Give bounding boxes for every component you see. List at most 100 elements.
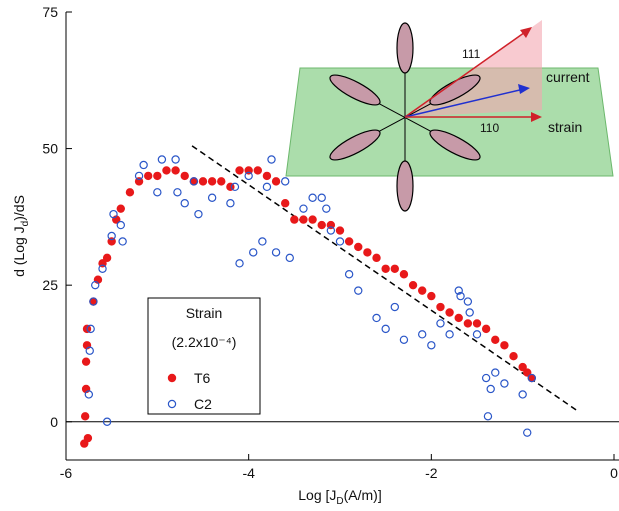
x-tick-label: -6 [60,465,73,481]
point [80,412,90,421]
legend-marker [167,399,177,409]
y-axis-label: d (Log Jd)/dS [11,195,31,277]
point [171,166,180,175]
point [326,226,336,235]
point [418,330,427,339]
point [491,335,500,345]
point [335,237,345,246]
point [116,204,126,213]
point [486,384,495,394]
point [91,280,100,290]
point [436,302,445,312]
point [125,188,135,197]
point [109,209,118,219]
point [281,199,290,208]
point [472,319,482,328]
point [271,177,281,186]
point [84,390,94,399]
label-part: (A/m)] [344,487,382,503]
inset-label: 110 [480,121,499,135]
legend-label: T6 [194,370,211,386]
point [271,248,281,257]
point [262,182,272,192]
point [463,297,473,306]
point [354,242,363,252]
point [427,291,436,301]
point [322,204,331,213]
point [207,177,217,186]
point [253,166,262,175]
legend-label: C2 [194,396,212,412]
point [102,417,112,426]
y-tick-label: 0 [50,414,58,430]
point [102,253,112,263]
point [344,237,354,246]
point [436,319,445,328]
point [134,171,144,181]
point [86,324,95,334]
legend-title: Strain [186,305,223,321]
point [180,199,189,208]
point [299,204,308,213]
point [207,193,217,202]
point [481,324,491,334]
point [390,264,399,273]
point [83,433,93,443]
point [454,286,463,295]
point [523,428,532,437]
point [89,297,98,306]
point [317,193,326,202]
legend-box [147,297,261,415]
point [180,171,189,181]
point [465,308,474,317]
point [235,259,244,268]
point [153,171,162,181]
label-part: Log [J [298,487,336,503]
point [173,188,182,197]
point [230,182,240,192]
point [456,291,465,301]
point [354,286,363,295]
point [258,237,267,246]
label-part: )/dS [11,195,27,221]
point [335,226,345,235]
point [418,286,427,295]
x-axis-label: Log [JD(A/m)] [298,487,381,507]
point [198,177,208,186]
trend-line [191,145,578,412]
point [518,362,527,372]
legend-marker [167,373,177,383]
point [523,368,532,377]
point [290,215,299,224]
point [281,177,290,186]
point [235,166,244,175]
point [472,330,482,339]
point [483,412,493,421]
point [372,313,381,323]
inset-label: current [546,69,590,85]
point [344,270,354,279]
point [399,270,409,279]
point [399,335,409,345]
point [308,193,317,202]
inset-diagram: 111 current 110 strain [285,20,614,212]
label-sub: D [336,496,343,507]
point [85,346,94,355]
point [363,248,372,257]
x-tick-label: 0 [610,465,618,481]
label-part: d (Log J [11,226,27,277]
point [454,313,463,323]
point [171,155,180,164]
point [381,264,390,273]
point [244,171,253,181]
point [98,264,107,273]
x-tick-label: -2 [425,465,438,481]
point [299,215,308,224]
inset-label: strain [548,119,582,135]
plot-layer: 0 25 50 75 -6 -4 -2 0 [42,4,619,481]
inset-label: 111 [462,47,481,61]
point [372,253,381,263]
point [408,280,418,290]
point [143,171,153,181]
